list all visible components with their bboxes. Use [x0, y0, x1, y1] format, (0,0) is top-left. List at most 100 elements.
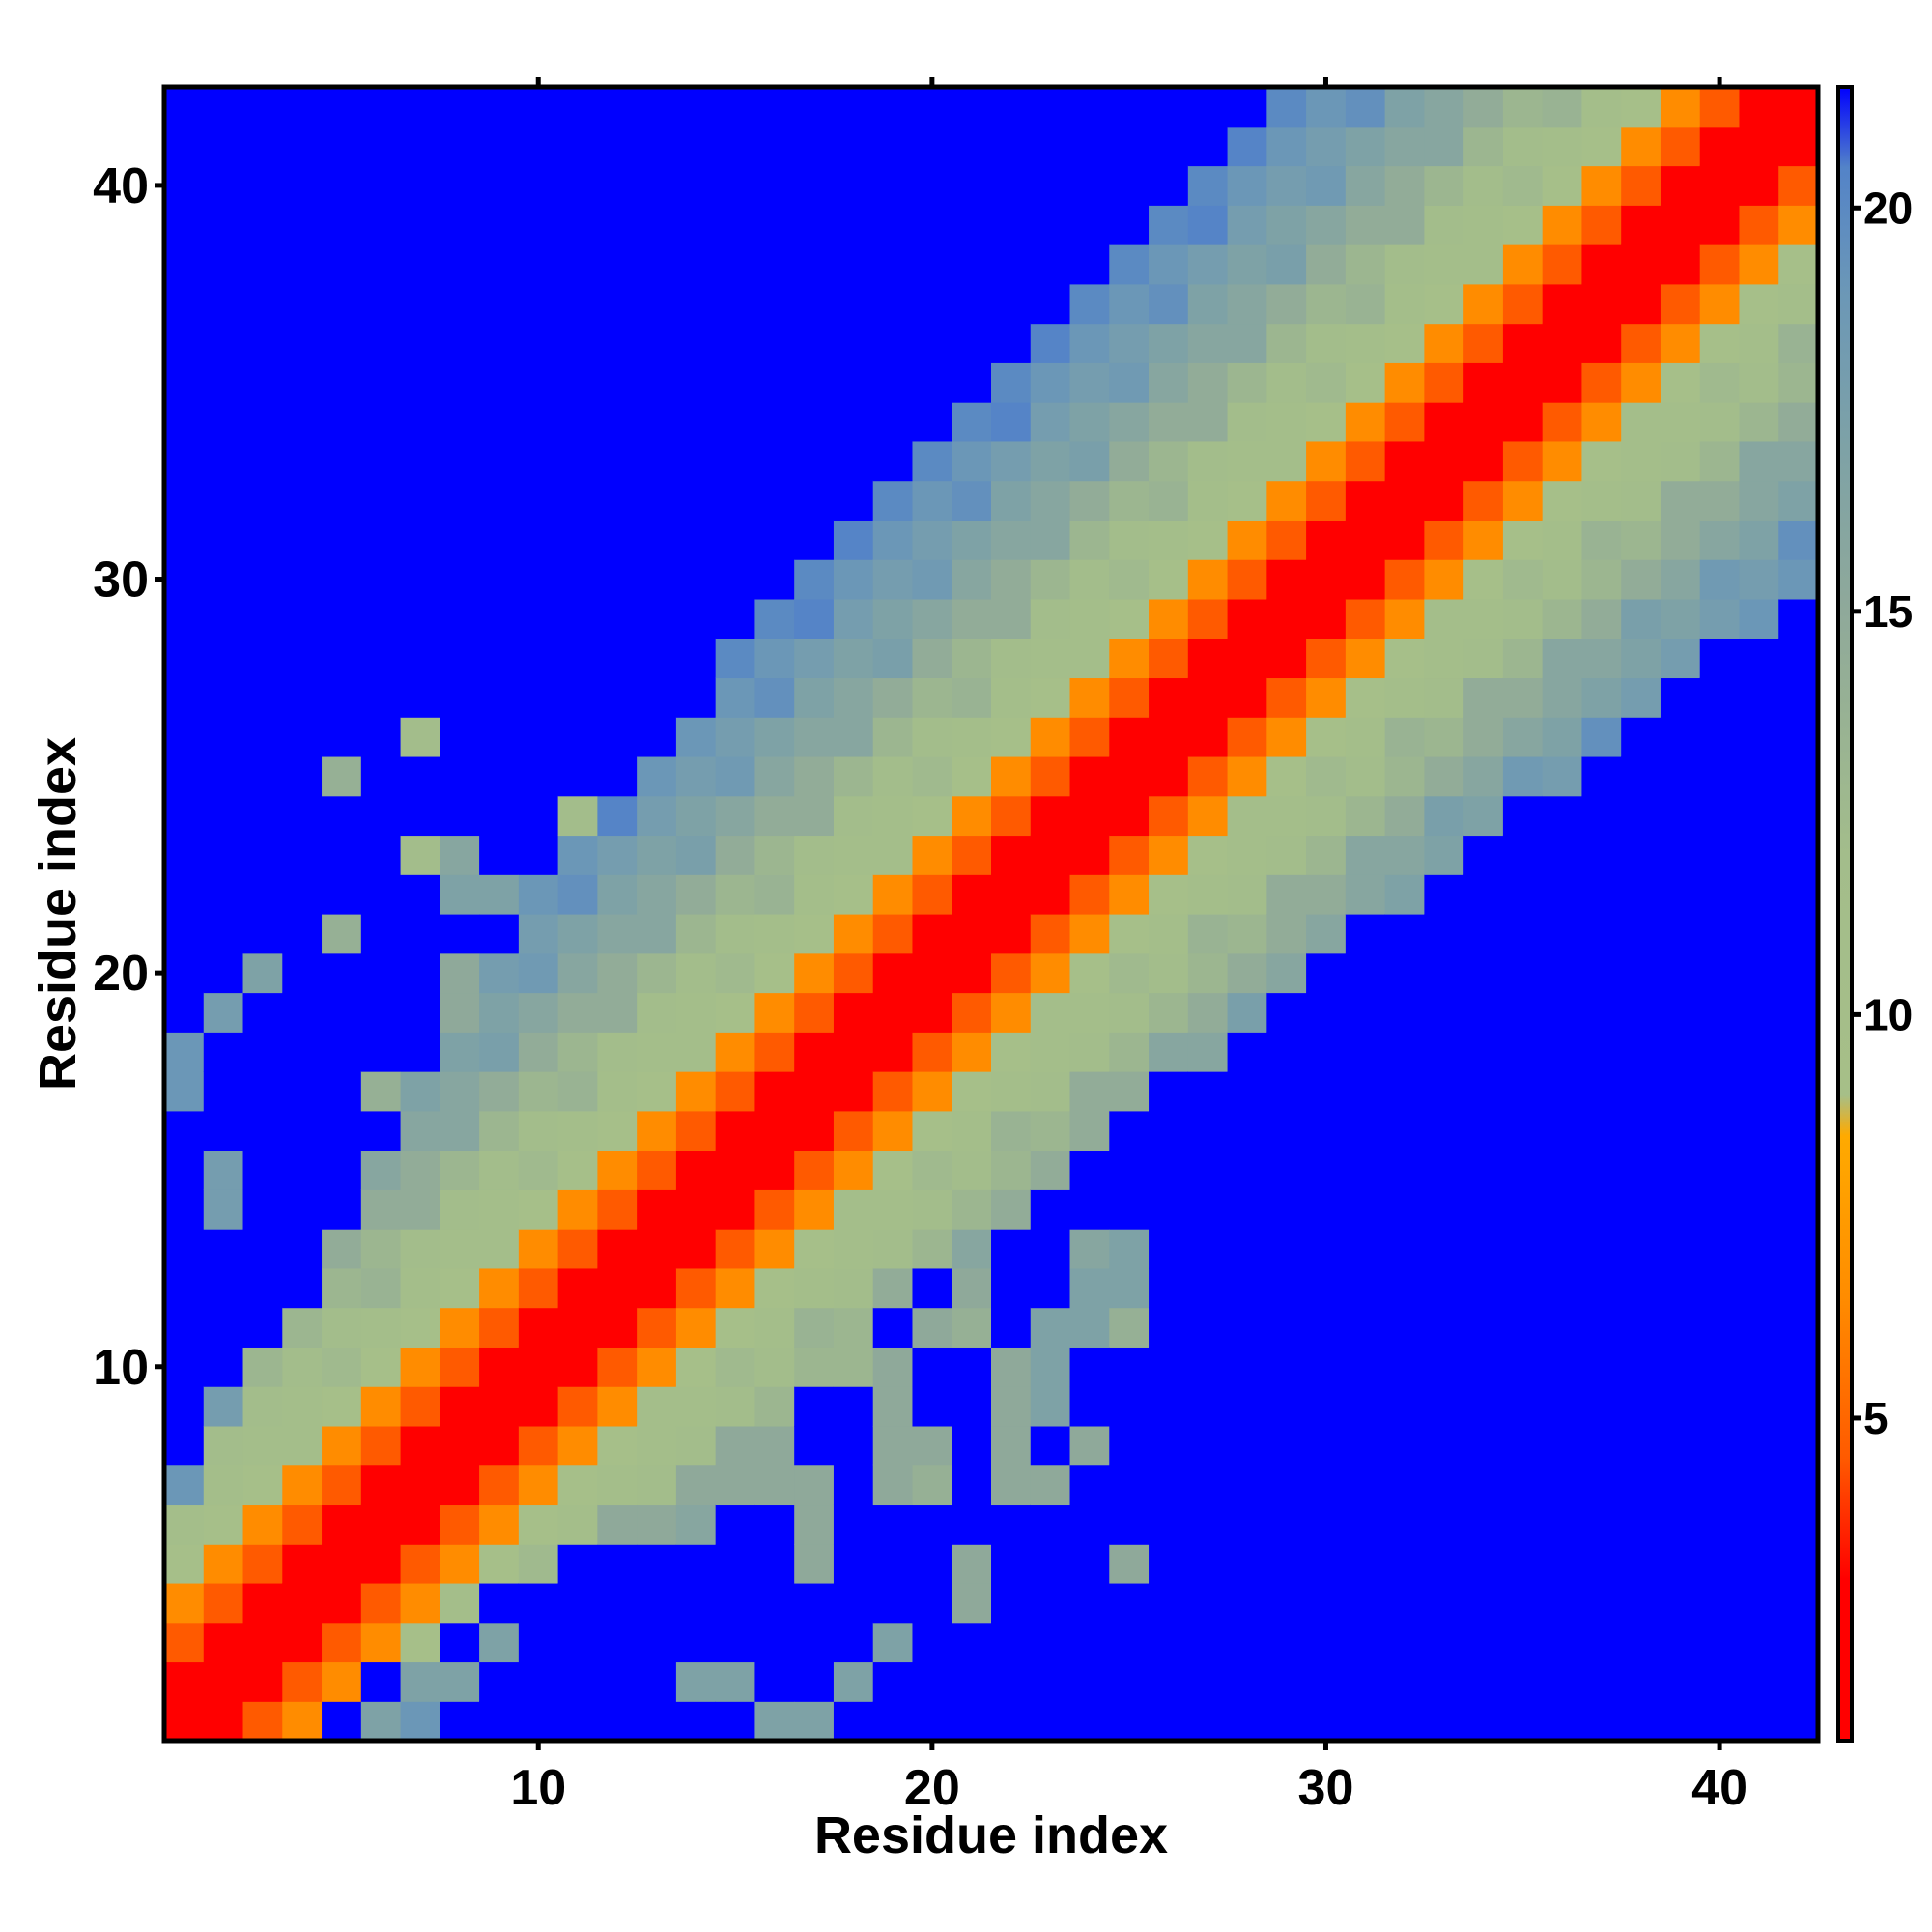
heatmap-cell — [597, 835, 638, 875]
heatmap-cell — [675, 1267, 717, 1309]
heatmap-cell — [1069, 1071, 1110, 1112]
heatmap-cell — [1266, 1662, 1307, 1702]
heatmap-cell — [1384, 835, 1425, 875]
heatmap-cell — [872, 1110, 914, 1151]
heatmap-cell — [164, 1544, 205, 1584]
heatmap-cell — [1345, 283, 1386, 325]
heatmap-cell — [440, 165, 480, 206]
heatmap-cell — [400, 795, 440, 837]
heatmap-cell — [1266, 717, 1307, 757]
heatmap-cell — [203, 1110, 244, 1151]
heatmap-cell — [1030, 1425, 1071, 1466]
heatmap-cell — [1109, 598, 1150, 639]
heatmap-cell — [400, 914, 440, 954]
heatmap-cell — [675, 1229, 717, 1269]
heatmap-cell — [1227, 1150, 1267, 1190]
heatmap-cell — [912, 1582, 952, 1624]
heatmap-cell — [557, 440, 598, 482]
heatmap-cell — [1227, 1662, 1267, 1702]
heatmap-cell — [400, 1347, 440, 1387]
heatmap-cell — [164, 1032, 205, 1072]
heatmap-cell — [637, 1464, 677, 1506]
heatmap-cell — [833, 205, 874, 245]
heatmap-cell — [1581, 755, 1622, 797]
heatmap-cell — [715, 1622, 756, 1663]
heatmap-cell — [715, 1582, 756, 1624]
heatmap-cell — [1463, 520, 1504, 560]
heatmap-cell — [1502, 126, 1544, 167]
heatmap-cell — [1345, 874, 1386, 915]
heatmap-cell — [557, 1544, 598, 1584]
heatmap-cell — [1463, 1425, 1504, 1466]
heatmap-cell — [1266, 559, 1307, 600]
heatmap-cell — [952, 1229, 992, 1269]
heatmap-cell — [754, 795, 795, 837]
heatmap-cell — [715, 520, 756, 560]
heatmap-cell — [1187, 520, 1229, 560]
heatmap-cell — [991, 87, 1032, 128]
heatmap-cell — [1030, 165, 1071, 206]
heatmap-cell — [1384, 323, 1425, 363]
heatmap-cell — [1778, 1504, 1819, 1545]
heatmap-cell — [833, 126, 874, 167]
heatmap-cell — [1660, 1032, 1701, 1072]
heatmap-cell — [637, 402, 677, 442]
heatmap-cell — [1424, 1622, 1464, 1663]
heatmap-cell — [1621, 835, 1662, 875]
heatmap-cell — [518, 1032, 559, 1072]
heatmap-cell — [1699, 1032, 1741, 1072]
heatmap-cell — [1542, 1071, 1583, 1112]
heatmap-cell — [1502, 87, 1544, 128]
heatmap-cell — [952, 1662, 992, 1702]
heatmap-cell — [1149, 559, 1189, 600]
heatmap-cell — [833, 638, 874, 679]
heatmap-cell — [1266, 87, 1307, 128]
heatmap-cell — [479, 1622, 520, 1663]
heatmap-cell — [1621, 1464, 1662, 1506]
heatmap-cell — [242, 992, 283, 1033]
heatmap-cell — [1227, 1110, 1267, 1151]
heatmap-cell — [675, 1425, 717, 1466]
heatmap-cell — [1345, 1032, 1386, 1072]
heatmap-cell — [1739, 87, 1779, 128]
heatmap-cell — [1699, 440, 1741, 482]
heatmap-cell — [1502, 874, 1544, 915]
heatmap-cell — [557, 598, 598, 639]
heatmap-cell — [1699, 874, 1741, 915]
heatmap-cell — [1187, 1110, 1229, 1151]
heatmap-cell — [1660, 1347, 1701, 1387]
heatmap-cell — [282, 1110, 323, 1151]
heatmap-cell — [754, 126, 795, 167]
heatmap-cell — [1109, 717, 1150, 757]
heatmap-cell — [1345, 1386, 1386, 1427]
heatmap-cell — [1699, 323, 1741, 363]
heatmap-cell — [1266, 638, 1307, 679]
heatmap-cell — [1778, 598, 1819, 639]
heatmap-cell — [1345, 520, 1386, 560]
heatmap-cell — [872, 598, 914, 639]
heatmap-cell — [1345, 440, 1386, 482]
heatmap-cell — [991, 440, 1032, 482]
heatmap-cell — [400, 559, 440, 600]
heatmap-cell — [1621, 1701, 1662, 1742]
heatmap-cell — [360, 952, 402, 994]
heatmap-cell — [1266, 952, 1307, 994]
heatmap-cell — [1266, 1189, 1307, 1230]
heatmap-cell — [833, 717, 874, 757]
heatmap-cell — [1266, 126, 1307, 167]
heatmap-cell — [1778, 1071, 1819, 1112]
heatmap-cell — [203, 480, 244, 521]
heatmap-cell — [833, 402, 874, 442]
heatmap-cell — [675, 835, 717, 875]
heatmap-cell — [597, 1307, 638, 1348]
heatmap-cell — [1739, 755, 1779, 797]
heatmap-cell — [557, 677, 598, 718]
heatmap-cell — [1030, 835, 1071, 875]
heatmap-cell — [1699, 1622, 1741, 1663]
heatmap-cell — [952, 1150, 992, 1190]
heatmap-cell — [322, 1701, 362, 1742]
heatmap-cell — [1030, 402, 1071, 442]
heatmap-cell — [991, 1582, 1032, 1624]
heatmap-cell — [833, 598, 874, 639]
heatmap-cell — [1187, 1032, 1229, 1072]
